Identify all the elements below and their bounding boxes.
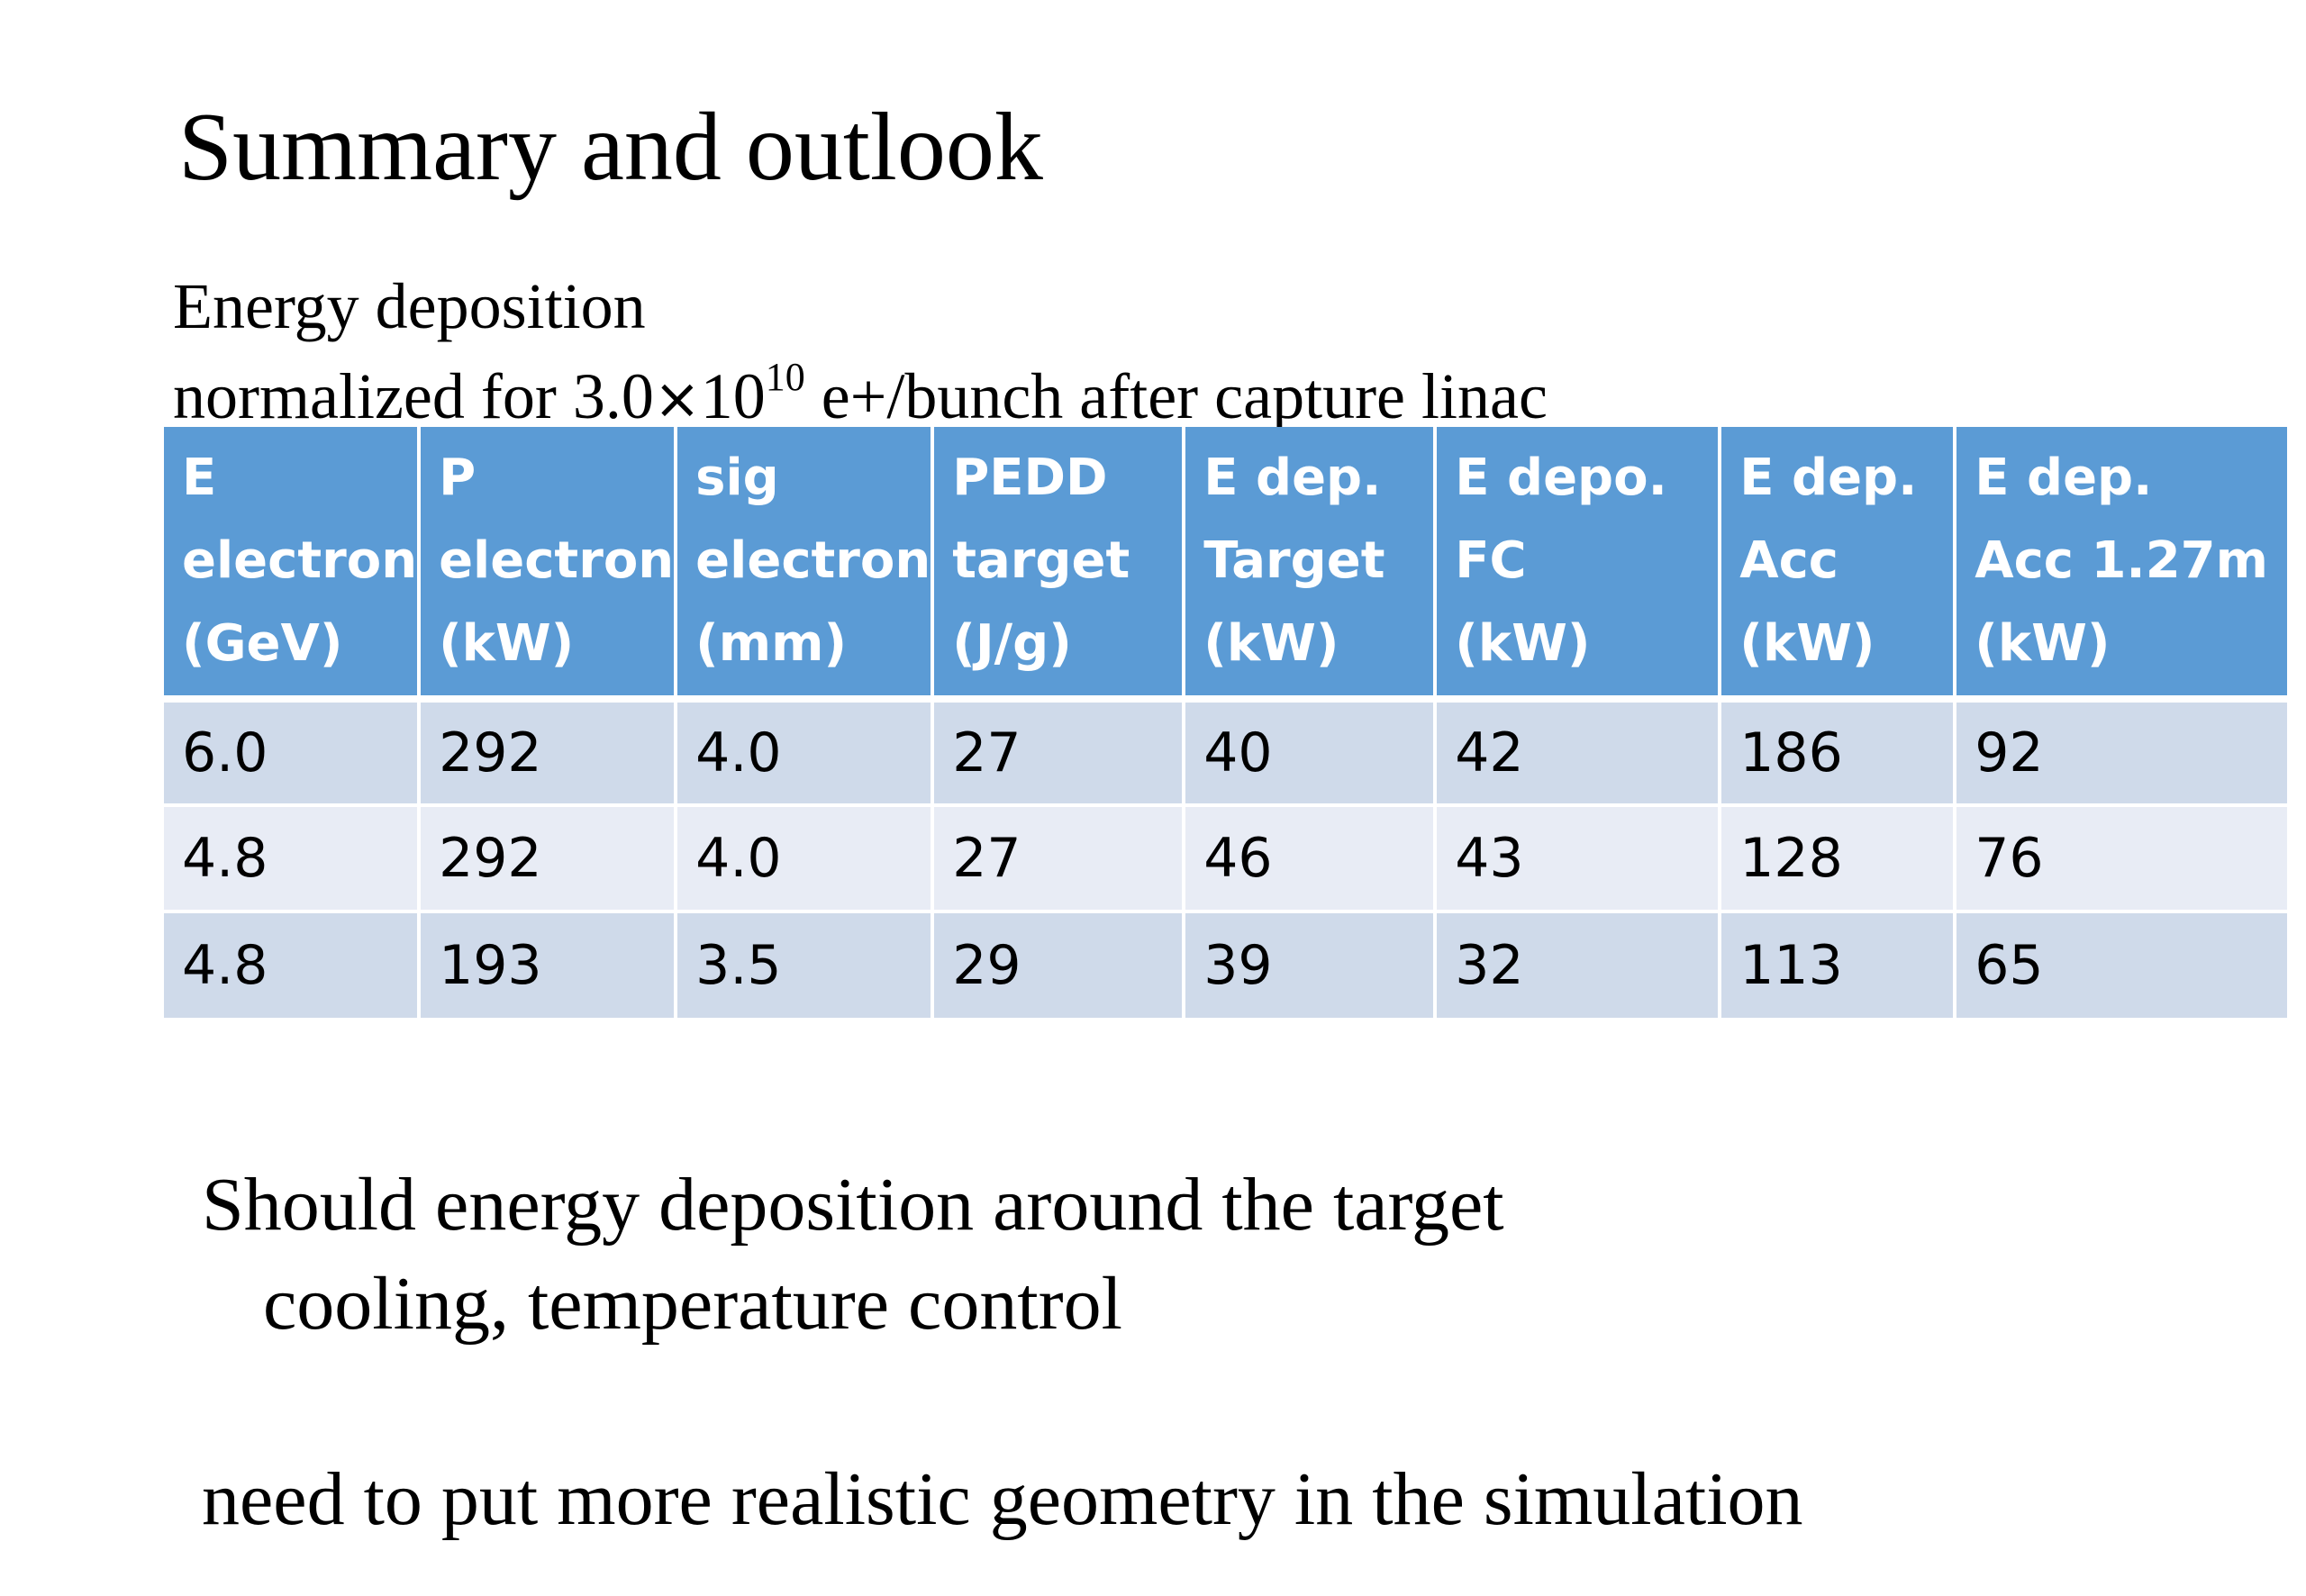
- table-row: 4.8 193 3.5 29 39 32 113 65: [159, 910, 2292, 1018]
- caption-exponent: 10: [765, 355, 805, 400]
- outlook-note-line-2: cooling, temperature control: [263, 1262, 1122, 1346]
- caption-line-1: Energy deposition: [173, 270, 646, 342]
- table-cell: 40: [1182, 697, 1438, 805]
- caption-line-2: normalized for 3.0×1010 e+/bunch after c…: [173, 351, 1548, 444]
- table-cell: 292: [417, 803, 678, 911]
- header-sig-electron: sig electron (mm): [674, 427, 935, 703]
- outlook-note-geometry: need to put more realistic geometry in t…: [202, 1457, 1803, 1541]
- table-cell: 32: [1433, 910, 1722, 1018]
- caption-suffix: e+/bunch after capture linac: [804, 360, 1548, 432]
- slide-title: Summary and outlook: [178, 94, 1043, 201]
- table-cell: 4.0: [674, 803, 935, 911]
- table-cell: 92: [1953, 697, 2292, 805]
- header-edep-acc: E dep. Acc (kW): [1718, 427, 1957, 703]
- table-cell: 186: [1718, 697, 1957, 805]
- caption-base: 10: [700, 360, 766, 432]
- table-cell: 6.0: [159, 697, 422, 805]
- table-caption: Energy deposition normalized for 3.0×101…: [173, 261, 1548, 444]
- table-cell: 43: [1433, 803, 1722, 911]
- table-cell: 27: [931, 697, 1186, 805]
- times-sign: ×: [653, 366, 701, 431]
- header-edep-acc-127m: E dep. Acc 1.27m (kW): [1953, 427, 2292, 703]
- table-cell: 39: [1182, 910, 1438, 1018]
- table-cell: 4.0: [674, 697, 935, 805]
- table-cell: 292: [417, 697, 678, 805]
- header-pedd-target: PEDD target (J/g): [931, 427, 1186, 703]
- table-row: 4.8 292 4.0 27 46 43 128 76: [159, 803, 2292, 911]
- table-cell: 29: [931, 910, 1186, 1018]
- table-cell: 27: [931, 803, 1186, 911]
- table-cell: 46: [1182, 803, 1438, 911]
- table-cell: 4.8: [159, 803, 422, 911]
- header-edepo-fc: E depo. FC (kW): [1433, 427, 1722, 703]
- outlook-note-line-1: Should energy deposition around the targ…: [202, 1163, 1504, 1247]
- table-cell: 3.5: [674, 910, 935, 1018]
- table-row: 6.0 292 4.0 27 40 42 186 92: [159, 697, 2292, 805]
- outlook-note-cooling: Should energy deposition around the targ…: [202, 1156, 1504, 1354]
- caption-prefix: normalized for 3.0: [173, 360, 654, 432]
- table-cell: 4.8: [159, 910, 422, 1018]
- header-edep-target: E dep. Target (kW): [1182, 427, 1438, 703]
- table-cell: 65: [1953, 910, 2292, 1018]
- table-cell: 42: [1433, 697, 1722, 805]
- table-cell: 193: [417, 910, 678, 1018]
- table-cell: 128: [1718, 803, 1957, 911]
- table-cell: 76: [1953, 803, 2292, 911]
- table-cell: 113: [1718, 910, 1957, 1018]
